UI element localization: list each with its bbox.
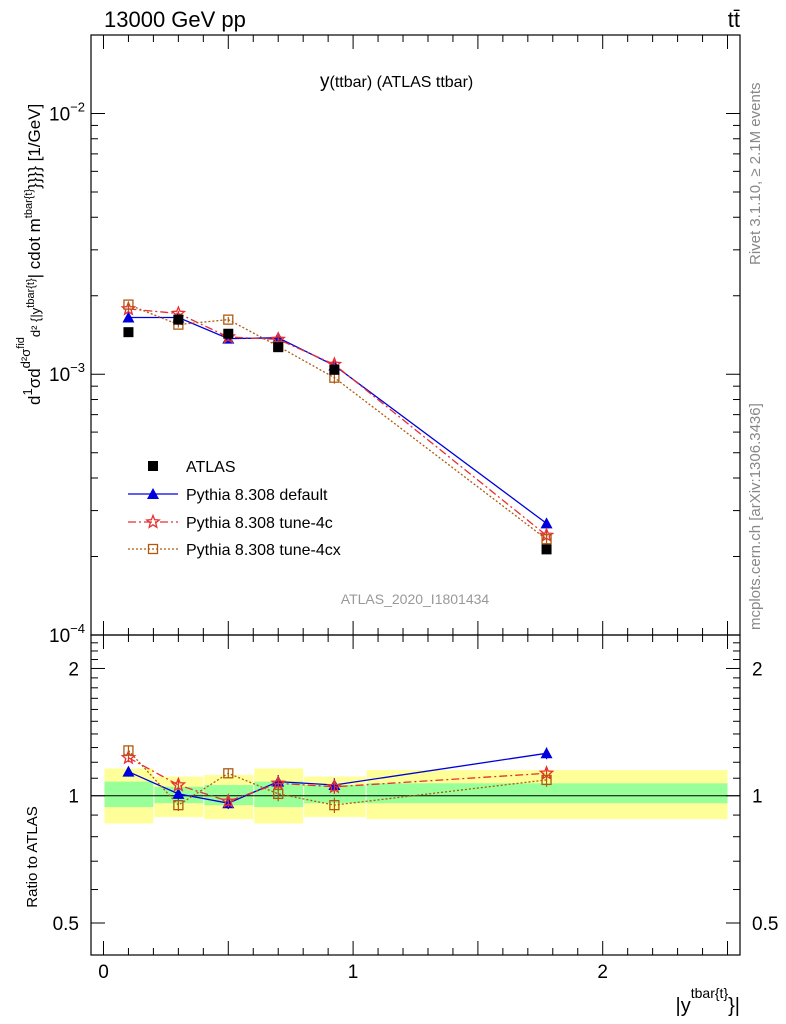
x-tick-label: 0 bbox=[98, 962, 109, 983]
x-tick-label: 2 bbox=[597, 962, 608, 983]
ratio-series-line bbox=[128, 757, 547, 802]
ratio-point bbox=[541, 774, 552, 786]
analysis-watermark: ATLAS_2020_I1801434 bbox=[341, 591, 490, 607]
ratio-y-axis-label: Ratio to ATLAS bbox=[24, 806, 41, 907]
ratio-point bbox=[329, 799, 340, 811]
svg-text:|ytbar{t}}|: |ytbar{t}}| bbox=[676, 985, 740, 1017]
legend: ATLAS Pythia 8.308 default Pythia 8.308 tu… bbox=[128, 459, 341, 559]
header-energy-label: 13000 GeV pp bbox=[104, 7, 246, 32]
ratio-point bbox=[173, 799, 184, 811]
ratio-y-tick-label-right: 1 bbox=[752, 787, 763, 808]
data-point bbox=[173, 314, 184, 325]
plot-title: y(ttbar) (ATLAS ttbar) bbox=[320, 71, 473, 92]
data-point bbox=[541, 544, 552, 555]
legend-label: Pythia 8.308 default bbox=[186, 487, 328, 504]
data-point bbox=[223, 328, 234, 339]
uncertainty-band-inner bbox=[104, 781, 154, 808]
legend-label: Pythia 8.308 tune-4c bbox=[186, 515, 333, 532]
plot-title-sub: (ttbar) (ATLAS ttbar) bbox=[330, 74, 474, 91]
y-tick-label: 10−3 bbox=[49, 360, 85, 386]
series-point bbox=[123, 299, 134, 310]
ratio-point bbox=[540, 747, 553, 759]
ratio-point bbox=[273, 788, 284, 800]
series-point bbox=[223, 314, 234, 325]
legend-marker bbox=[145, 513, 161, 529]
ratio-point bbox=[220, 792, 237, 809]
ratio-point bbox=[123, 745, 134, 756]
legend-label: ATLAS bbox=[186, 459, 236, 476]
x-axis-label: |ytbar{t}}| bbox=[676, 985, 740, 1017]
ratio-y-tick-label-right: 0.5 bbox=[752, 914, 778, 935]
y-tick-label: 10−2 bbox=[49, 99, 85, 125]
legend-marker bbox=[147, 488, 159, 499]
main-plot-panel: y(ttbar) (ATLAS ttbar) ATLAS_2020_I18014… bbox=[49, 34, 741, 647]
ratio-point bbox=[170, 776, 187, 792]
ratio-frame bbox=[90, 634, 741, 956]
ratio-series-line bbox=[127, 749, 547, 806]
ratio-y-tick-label: 2 bbox=[68, 659, 79, 680]
data-point bbox=[123, 327, 134, 338]
series-point bbox=[541, 534, 552, 545]
data-point bbox=[273, 342, 284, 353]
ratio-point bbox=[120, 749, 137, 765]
header-process-label: tt̄ bbox=[728, 7, 740, 32]
ratio-y-tick-label: 0.5 bbox=[53, 914, 79, 935]
x-tick-label: 1 bbox=[348, 962, 359, 983]
ratio-plot-panel: 0.5 0.5 1 1 2 2 0 1 2 bbox=[53, 634, 778, 983]
uncertainty-band-inner bbox=[304, 785, 366, 804]
ratio-point bbox=[223, 768, 234, 779]
ratio-point bbox=[326, 778, 343, 794]
legend-label: Pythia 8.308 tune-4cx bbox=[186, 542, 341, 559]
ratio-y-tick-label: 1 bbox=[68, 787, 79, 808]
ratio-y-tick-label-right: 2 bbox=[752, 659, 763, 680]
series-point bbox=[540, 517, 553, 529]
data-point bbox=[329, 364, 340, 375]
plot-title-main: y bbox=[320, 71, 330, 92]
mcplots-label: mcplots.cern.ch [arXiv:1306.3436] bbox=[747, 403, 764, 630]
series-point bbox=[122, 311, 135, 323]
y-tick-label: 10−4 bbox=[49, 621, 85, 647]
series-line bbox=[128, 308, 547, 536]
series-line bbox=[128, 303, 547, 540]
ratio-point bbox=[172, 787, 185, 799]
rivet-version-label: Rivet 3.1.10, ≥ 2.1M events bbox=[747, 83, 764, 266]
legend-marker bbox=[147, 543, 159, 555]
legend-marker bbox=[148, 461, 158, 471]
uncertainty-band-inner bbox=[366, 783, 728, 804]
ratio-point bbox=[270, 775, 287, 791]
svg-text:d1σdd²σfidd² {|ytbar{t}| cdot: d1σdd²σfidd² {|ytbar{t}| cdot mtbar{t}}}… bbox=[15, 104, 44, 405]
main-y-axis-label: d1σdd²σfidd² {|ytbar{t}| cdot mtbar{t}}}… bbox=[15, 104, 44, 405]
ratio-point bbox=[122, 765, 135, 777]
